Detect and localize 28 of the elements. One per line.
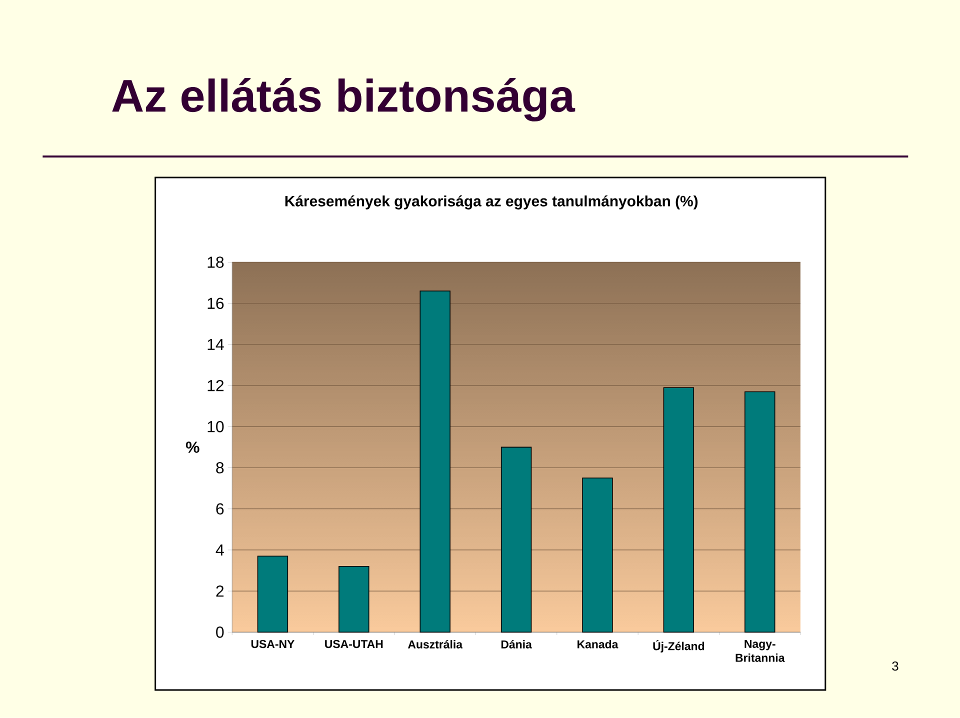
y-tick-label: 18 <box>208 256 224 268</box>
bar <box>420 290 450 633</box>
x-tick-label: Nagy-Britannia <box>736 640 785 662</box>
y-axis-title: % <box>186 442 200 453</box>
bar <box>500 446 532 633</box>
y-tick-label: 12 <box>208 380 224 392</box>
chart-subtitle: Káresemények gyakorisága az egyes tanulmányokban (%) <box>285 195 698 210</box>
y-tick-label: 16 <box>208 298 224 310</box>
y-tick-label: 4 <box>216 544 224 556</box>
chart-title: Az ellátás biztonsága <box>112 78 576 122</box>
x-tick-label: Új-Zéland <box>653 640 704 653</box>
bar <box>663 387 694 633</box>
bar <box>582 478 613 633</box>
bar <box>257 556 288 633</box>
y-tick-label: 0 <box>216 626 224 638</box>
y-tick-label: 10 <box>208 421 224 432</box>
x-tick-label: USA-NY <box>251 640 294 648</box>
bar <box>338 566 370 633</box>
y-tick-label: 2 <box>216 586 224 597</box>
x-tick-label: Kanada <box>578 640 618 648</box>
x-tick-label: Ausztrália <box>408 640 463 648</box>
text: 3 <box>892 662 898 671</box>
x-tick-label: USA-UTAH <box>325 640 383 648</box>
bar <box>744 391 776 633</box>
y-tick-label: 14 <box>208 338 224 350</box>
y-tick-label: 6 <box>216 503 224 515</box>
y-tick-label: 8 <box>216 462 224 474</box>
x-tick-label: Dánia <box>501 640 532 648</box>
